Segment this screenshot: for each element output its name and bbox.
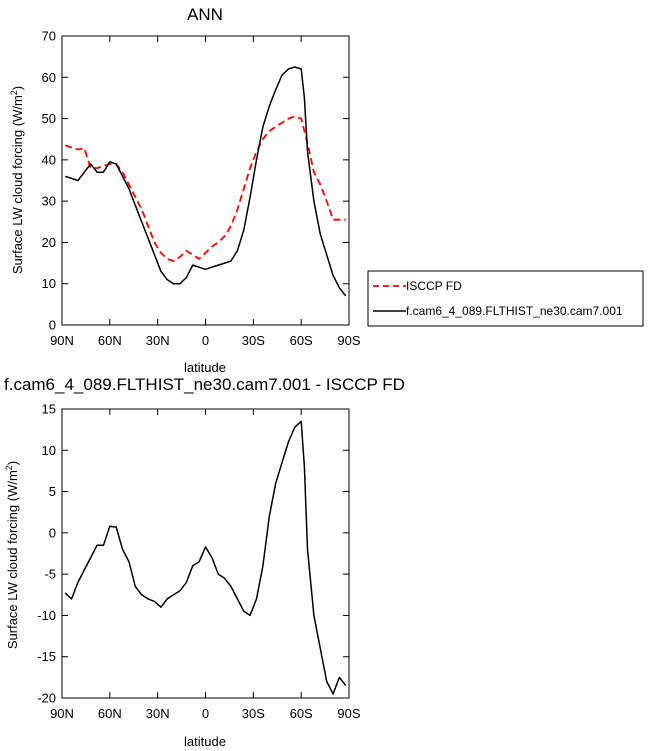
x-tick-label-bottom: 0 (202, 706, 209, 721)
axis-ticks-bottom: 90N 60N 30N 0 30S 60S 90S -20 -15 -10 -5 0 5 10 15 (37, 402, 361, 722)
series-group-top (64, 66, 347, 297)
y-axis-label-top-close: ) (10, 86, 25, 90)
y-tick-label-top: 30 (42, 194, 56, 209)
x-tick-label-top: 90S (337, 333, 360, 348)
y-axis-label-bottom: Surface LW cloud forcing (W/m2) (4, 461, 20, 649)
y-axis-label-bottom-sup: 2 (4, 465, 14, 470)
plot-frame-bottom (61, 408, 350, 699)
x-axis-label-top: latitude (184, 360, 226, 375)
chart-title-bottom: f.cam6_4_089.FLTHIST_ne30.cam7.001 - ISC… (4, 375, 405, 394)
chart-panel-bottom: f.cam6_4_089.FLTHIST_ne30.cam7.001 - ISC… (4, 375, 405, 749)
x-tick-label-bottom: 30N (146, 706, 170, 721)
series-group-bottom (64, 420, 347, 695)
y-axis-label-bottom-text: Surface LW cloud forcing (W/m (5, 470, 20, 649)
y-tick-label-bottom: 5 (49, 484, 56, 499)
y-tick-label-bottom: 0 (49, 525, 56, 540)
y-axis-label-top-text: Surface LW cloud forcing (W/m (10, 95, 25, 274)
series-line-top-0 (64, 115, 346, 262)
y-tick-label-top: 10 (42, 276, 56, 291)
y-tick-label-bottom: -5 (44, 567, 56, 582)
chart-title-top: ANN (187, 5, 223, 24)
y-axis-label-top: Surface LW cloud forcing (W/m2) (9, 86, 25, 274)
y-tick-label-bottom: 15 (42, 402, 56, 417)
x-axis-label-bottom: latitude (184, 734, 226, 749)
y-tick-label-bottom: -20 (37, 691, 56, 706)
axis-ticks-top: 90N 60N 30N 0 30S 60S 90S 0 10 20 30 40 50 60 70 (42, 29, 361, 349)
y-tick-label-bottom: 10 (42, 443, 56, 458)
x-tick-label-top: 0 (202, 333, 209, 348)
legend-label-isccp: ISCCP FD (406, 279, 462, 293)
x-tick-label-top: 30N (146, 333, 170, 348)
y-tick-label-top: 70 (42, 29, 56, 44)
y-tick-label-bottom: -15 (37, 649, 56, 664)
y-tick-label-top: 20 (42, 235, 56, 250)
legend-label-model: f.cam6_4_089.FLTHIST_ne30.cam7.001 (406, 304, 623, 318)
chart-panel-top: ANN 90N 60N 30N 0 30S 60S 90S 0 10 20 30 40 50 60 70 l… (9, 5, 361, 375)
x-tick-label-top: 60S (290, 333, 313, 348)
x-tick-label-bottom: 30S (242, 706, 265, 721)
x-tick-label-bottom: 60S (290, 706, 313, 721)
y-tick-label-top: 0 (49, 318, 56, 333)
legend: ISCCP FD f.cam6_4_089.FLTHIST_ne30.cam7.… (367, 270, 644, 327)
x-tick-label-top: 90N (50, 333, 74, 348)
y-axis-label-bottom-close: ) (5, 461, 20, 465)
plot-frame-top (61, 35, 350, 326)
y-tick-label-bottom: -10 (37, 608, 56, 623)
y-tick-label-top: 50 (42, 111, 56, 126)
x-tick-label-bottom: 90N (50, 706, 74, 721)
series-line-top-1 (64, 66, 347, 297)
x-tick-label-top: 60N (98, 333, 122, 348)
x-tick-label-bottom: 90S (337, 706, 360, 721)
y-tick-label-top: 60 (42, 70, 56, 85)
x-tick-label-top: 30S (242, 333, 265, 348)
x-tick-label-bottom: 60N (98, 706, 122, 721)
y-axis-label-top-sup: 2 (9, 90, 19, 95)
series-line-bottom-0 (64, 420, 347, 695)
y-tick-label-top: 40 (42, 152, 56, 167)
legend-box (367, 270, 644, 327)
